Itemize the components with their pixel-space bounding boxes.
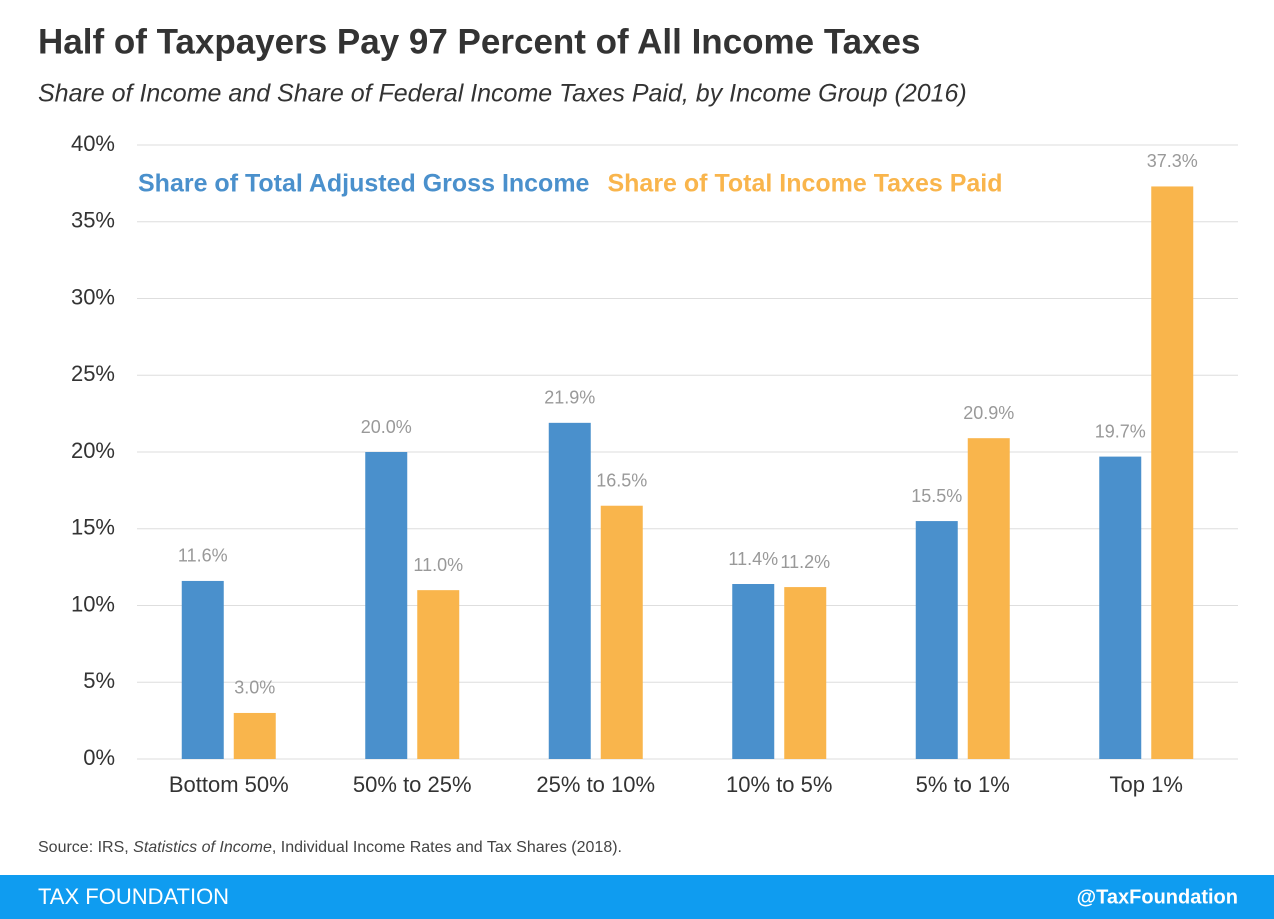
bar	[784, 587, 827, 759]
footer-bar	[0, 875, 1274, 919]
chart-title: Half of Taxpayers Pay 97 Percent of All …	[38, 22, 921, 61]
bar	[915, 521, 958, 759]
value-label: 11.0%	[413, 555, 463, 575]
y-tick-label: 30%	[71, 284, 115, 309]
x-tick-label: 25% to 10%	[536, 772, 655, 797]
source-part: Statistics of Income	[133, 839, 272, 856]
value-label: 19.7%	[1095, 421, 1146, 441]
footer-brand: TAX FOUNDATION	[38, 884, 229, 909]
legend-entry: Share of Total Income Taxes Paid	[607, 170, 1002, 198]
value-label: 11.6%	[178, 546, 228, 566]
value-label: 3.0%	[234, 678, 275, 698]
value-label: 20.0%	[361, 417, 412, 437]
y-tick-label: 35%	[71, 208, 115, 233]
value-label: 37.3%	[1147, 151, 1198, 171]
source-note: Source: IRS, Statistics of Income, Indiv…	[38, 839, 622, 856]
bar	[548, 422, 591, 759]
bar	[233, 712, 276, 759]
bar	[967, 438, 1010, 759]
y-tick-label: 25%	[71, 361, 115, 386]
bar	[600, 505, 643, 759]
y-tick-label: 15%	[71, 515, 115, 540]
y-tick-label: 20%	[71, 438, 115, 463]
bar	[1099, 456, 1142, 759]
value-label: 16.5%	[596, 470, 647, 490]
bar	[365, 452, 408, 759]
footer-handle: @TaxFoundation	[1077, 886, 1238, 908]
bar	[181, 580, 224, 759]
legend-entry: Share of Total Adjusted Gross Income	[138, 170, 590, 198]
x-tick-label: 5% to 1%	[916, 772, 1010, 797]
value-label: 15.5%	[911, 486, 962, 506]
value-label: 21.9%	[544, 388, 595, 408]
source-part: , Individual Income Rates and Tax Shares…	[272, 839, 622, 856]
source-part: Source: IRS,	[38, 839, 133, 856]
value-label: 20.9%	[963, 403, 1014, 423]
bar	[1151, 186, 1194, 759]
x-tick-label: 10% to 5%	[726, 772, 832, 797]
y-tick-label: 0%	[83, 745, 115, 770]
bar	[732, 584, 775, 759]
y-tick-label: 10%	[71, 591, 115, 616]
bar	[417, 590, 460, 759]
x-tick-label: 50% to 25%	[353, 772, 472, 797]
x-tick-label: Bottom 50%	[169, 772, 289, 797]
y-tick-label: 5%	[83, 668, 115, 693]
value-label: 11.2%	[780, 552, 830, 572]
value-label: 11.4%	[728, 549, 778, 569]
chart-subtitle: Share of Income and Share of Federal Inc…	[38, 80, 967, 108]
y-tick-label: 40%	[71, 131, 115, 156]
x-tick-label: Top 1%	[1110, 772, 1183, 797]
